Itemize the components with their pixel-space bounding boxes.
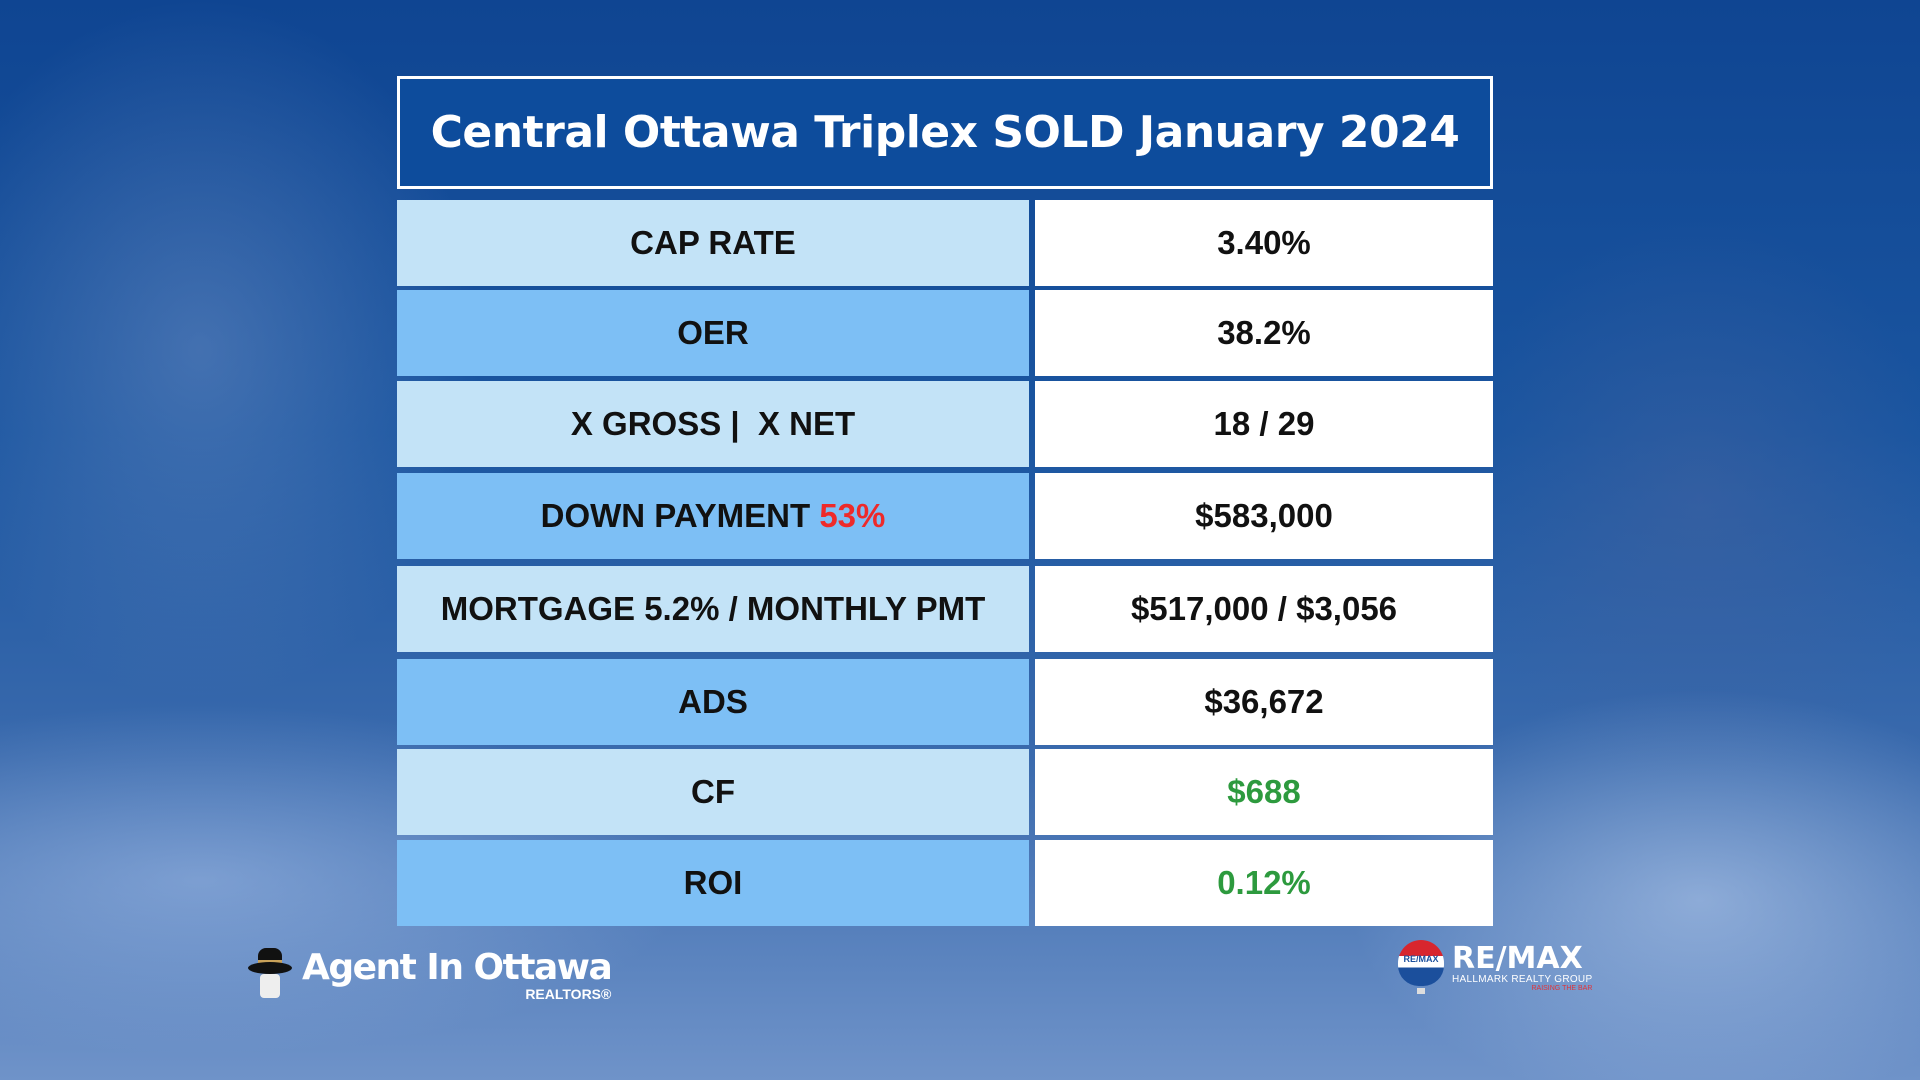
row-label: CAP RATE [397, 200, 1029, 286]
agent-in-ottawa-logo: Agent In Ottawa REALTORS® [248, 947, 613, 1002]
table-row-ads: ADS $36,672 [397, 659, 1493, 745]
table-row-cf: CF $688 [397, 749, 1493, 835]
row-label: CF [397, 749, 1029, 835]
row-label: ROI [397, 840, 1029, 926]
row-value: 18 / 29 [1035, 381, 1493, 467]
table-row-cap-rate: CAP RATE 3.40% [397, 200, 1493, 286]
row-label: DOWN PAYMENT 53% [397, 473, 1029, 559]
logo-sub: REALTORS® [525, 986, 612, 1002]
title-banner: Central Ottawa Triplex SOLD January 2024 [397, 76, 1493, 189]
row-label: OER [397, 290, 1029, 376]
table-row-down-payment: DOWN PAYMENT 53% $583,000 [397, 473, 1493, 559]
row-value: $36,672 [1035, 659, 1493, 745]
row-value: $517,000 / $3,056 [1035, 566, 1493, 652]
row-label: MORTGAGE 5.2% / MONTHLY PMT [397, 566, 1029, 652]
down-payment-percent: 53% [819, 497, 886, 534]
remax-logo: RE/MAX RE/MAX HALLMARK REALTY GROUP RAIS… [1398, 940, 1592, 996]
hot-air-balloon-icon: RE/MAX [1398, 940, 1444, 996]
logo-tagline: RAISING THE BAR [1531, 985, 1593, 992]
logo-name: RE/MAX [1452, 941, 1583, 976]
logo-name: Agent In Ottawa [302, 947, 613, 988]
table-row-oer: OER 38.2% [397, 290, 1493, 376]
table-row-mortgage: MORTGAGE 5.2% / MONTHLY PMT $517,000 / $… [397, 566, 1493, 652]
row-label: ADS [397, 659, 1029, 745]
balloon-text: RE/MAX [1403, 954, 1439, 964]
table-row-roi: ROI 0.12% [397, 840, 1493, 926]
row-label-text: DOWN PAYMENT [540, 497, 820, 534]
logo-sub: HALLMARK REALTY GROUP [1452, 974, 1593, 985]
row-value: 0.12% [1035, 840, 1493, 926]
row-value: $583,000 [1035, 473, 1493, 559]
page-title: Central Ottawa Triplex SOLD January 2024 [430, 107, 1460, 158]
detective-hat-icon [248, 948, 292, 1000]
row-value: 3.40% [1035, 200, 1493, 286]
row-value: 38.2% [1035, 290, 1493, 376]
row-value: $688 [1035, 749, 1493, 835]
table-row-multipliers: X GROSS | X NET 18 / 29 [397, 381, 1493, 467]
row-label: X GROSS | X NET [397, 381, 1029, 467]
